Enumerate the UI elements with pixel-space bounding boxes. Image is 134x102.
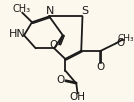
- Text: O: O: [56, 75, 64, 85]
- Text: OH: OH: [70, 92, 85, 102]
- Text: O: O: [116, 38, 124, 48]
- Text: S: S: [81, 6, 88, 16]
- Text: CH₃: CH₃: [118, 34, 134, 43]
- Text: CH₃: CH₃: [12, 3, 31, 13]
- Text: O: O: [49, 40, 58, 50]
- Text: HN: HN: [9, 29, 26, 39]
- Text: N: N: [46, 6, 54, 16]
- Text: O: O: [97, 62, 105, 72]
